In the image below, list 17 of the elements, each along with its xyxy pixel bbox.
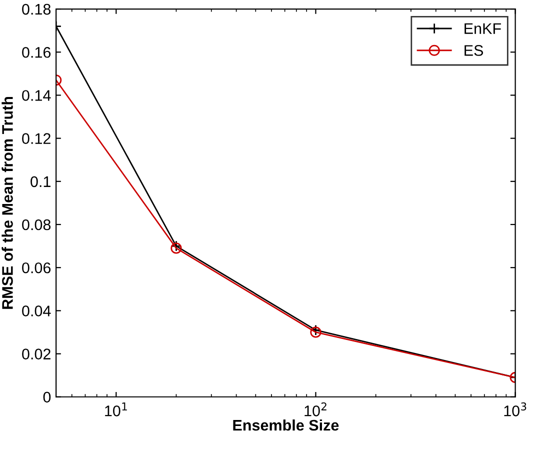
y-tick-label: 0.06	[22, 262, 51, 274]
x-tick-label: 10$^{3}$	[504, 402, 526, 416]
legend-label: EnKF	[464, 23, 501, 34]
x-tick-label: 10$^{1}$	[105, 402, 127, 416]
y-tick-label: 0.12	[22, 133, 50, 144]
y-tick-label: 0	[43, 392, 51, 403]
legend-label: ES	[464, 45, 484, 56]
x-tick-label: 10$^{2}$	[304, 402, 326, 416]
y-axis-title: RMSE of the Mean from Truth	[2, 96, 13, 309]
y-tick-label: 0.02	[22, 348, 50, 360]
y-tick-label: 0.14	[22, 90, 51, 101]
y-tick-label: 0.04	[22, 306, 51, 316]
y-tick-label: 0.1	[30, 176, 50, 188]
y-tick-label: 0.08	[22, 219, 51, 230]
y-tick-label: 0.16	[22, 46, 51, 58]
y-tick-label: 0.18	[22, 4, 51, 15]
x-axis-title: Ensemble Size	[233, 419, 339, 431]
